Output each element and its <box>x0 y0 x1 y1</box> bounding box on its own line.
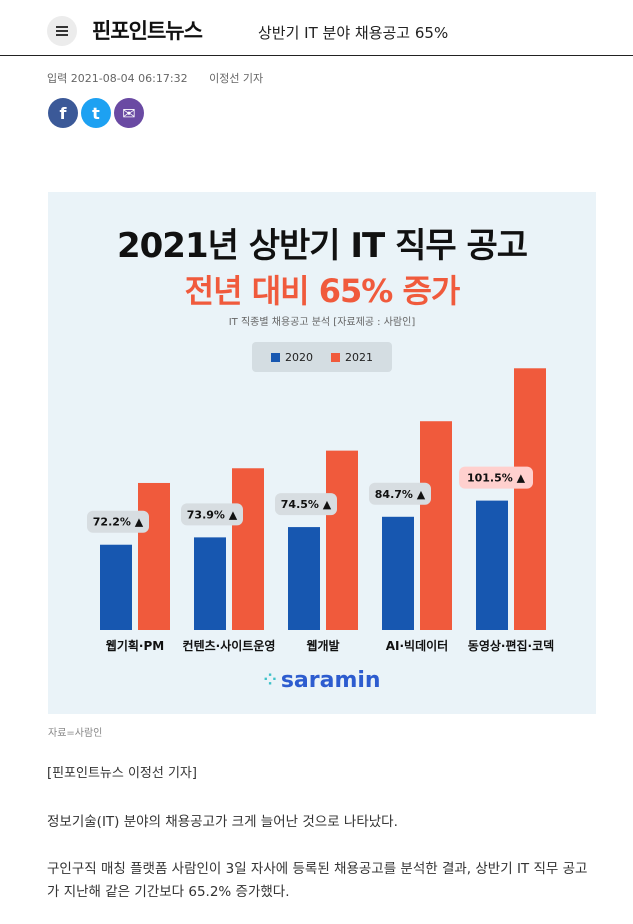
hamburger-icon <box>56 30 68 32</box>
article-meta: 입력 2021-08-04 06:17:32 이정선 기자 <box>47 70 263 86</box>
legend-swatch-2021 <box>331 353 340 362</box>
legend-label-2021: 2021 <box>345 350 373 364</box>
category-label: 컨텐츠·사이트운영 <box>183 638 276 653</box>
chart-title: 2021년 상반기 IT 직무 공고 <box>116 226 528 266</box>
growth-label: 73.9% ▲ <box>187 508 238 521</box>
saramin-dots-icon: ⁘ <box>263 670 277 689</box>
saramin-logo: ⁘ saramin <box>48 668 596 693</box>
bar-2021-4 <box>514 368 546 630</box>
legend-label-2020: 2020 <box>285 350 313 364</box>
category-label: 동영상·편집·코덱 <box>468 638 554 653</box>
bar-2021-1 <box>232 468 264 630</box>
legend-item-2021: 2021 <box>331 351 373 364</box>
reporter-name: 이정선 기자 <box>209 72 264 85</box>
growth-label: 74.5% ▲ <box>281 498 332 511</box>
growth-label: 101.5% ▲ <box>467 472 526 485</box>
category-label: 웹개발 <box>306 638 339 653</box>
bar-2021-2 <box>326 450 358 630</box>
chart-subtitle: 전년 대비 65% 증가 <box>184 272 461 310</box>
bar-2021-3 <box>420 421 452 630</box>
growth-badge <box>87 510 149 533</box>
growth-badge <box>459 466 533 489</box>
email-share-button[interactable]: ✉ <box>114 98 144 128</box>
bar-2020-0 <box>100 544 132 630</box>
twitter-icon: t <box>92 103 100 123</box>
article-byline: [핀포인트뉴스 이정선 기자] <box>47 766 197 781</box>
facebook-share-button[interactable]: f <box>48 98 78 128</box>
category-label: AI·빅데이터 <box>386 638 448 653</box>
site-logo[interactable]: 핀포인트뉴스 <box>92 19 203 43</box>
growth-badge <box>275 493 337 516</box>
growth-badge <box>369 482 431 505</box>
article-paragraph: 구인구직 매칭 플랫폼 사람인이 3일 자사에 등록된 채용공고를 분석한 결과… <box>47 861 588 900</box>
growth-label: 84.7% ▲ <box>375 488 426 501</box>
chart-legend: 2020 2021 <box>252 342 392 372</box>
twitter-share-button[interactable]: t <box>81 98 111 128</box>
legend-swatch-2020 <box>271 353 280 362</box>
site-header: 핀포인트뉴스 상반기 IT 분야 채용공고 65% <box>0 0 633 56</box>
bar-2020-4 <box>476 500 508 630</box>
publish-date: 입력 2021-08-04 06:17:32 <box>47 72 188 85</box>
image-caption: 자료=사람인 <box>48 728 103 739</box>
growth-badge <box>181 503 243 526</box>
chart-source: IT 직종별 채용공고 분석 [자료제공 : 사람인] <box>228 317 416 328</box>
bar-2020-1 <box>194 537 226 630</box>
share-buttons: f t ✉ <box>48 98 144 128</box>
category-label: 웹기획·PM <box>106 638 164 653</box>
bar-chart: 웹기획·PM 72.2% ▲ 컨텐츠·사이트운영 73.9% ▲ 웹개발 74.5% ▲ A… <box>87 368 554 653</box>
brand-name: saramin <box>280 668 381 693</box>
article-infographic: 2021년 상반기 IT 직무 공고 전년 대비 65% 증가 IT 직종별 채… <box>48 192 596 714</box>
bar-2021-0 <box>138 482 170 630</box>
bar-2020-2 <box>288 527 320 630</box>
legend-item-2020: 2020 <box>271 351 313 364</box>
email-icon: ✉ <box>122 103 136 123</box>
bar-2020-3 <box>382 516 414 630</box>
growth-label: 72.2% ▲ <box>93 516 144 529</box>
article-headline: 상반기 IT 분야 채용공고 65% <box>258 24 449 42</box>
menu-button[interactable] <box>47 16 77 46</box>
facebook-icon: f <box>59 103 67 123</box>
article-paragraph: 정보기술(IT) 분야의 채용공고가 크게 늘어난 것으로 나타났다. <box>47 814 398 830</box>
